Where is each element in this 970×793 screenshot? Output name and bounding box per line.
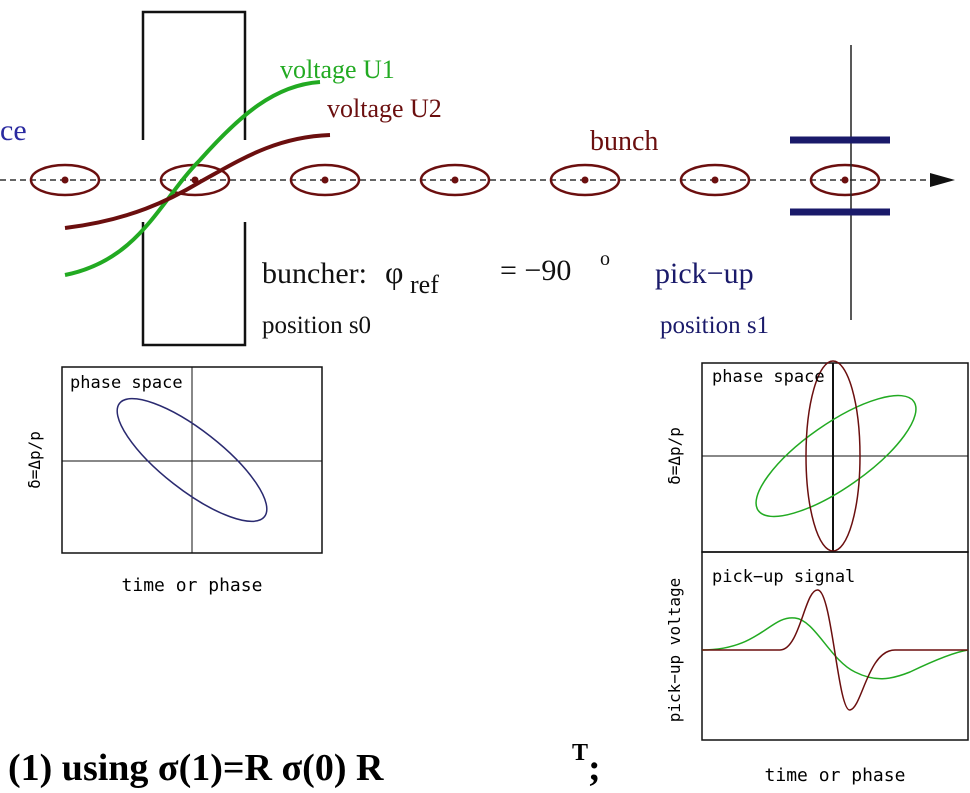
signal-curve (702, 590, 968, 710)
plot-title: phase space (70, 373, 183, 393)
footer-end: ; (588, 747, 601, 789)
y-label: pick−up voltage (665, 578, 684, 723)
y-label: δ=Δp/p (25, 431, 44, 489)
label: voltage U2 (327, 94, 442, 123)
y-label: δ=Δp/p (665, 427, 684, 485)
bunch-center (582, 177, 589, 184)
diagram: ce voltage U1 voltage U2 bunch buncher: … (0, 0, 970, 793)
bunch-center (322, 177, 329, 184)
label: buncher: (262, 257, 367, 290)
x-label: time or phase (122, 575, 263, 596)
bunch-center (712, 177, 719, 184)
plot-title: phase space (712, 367, 825, 387)
page: ce voltage U1 voltage U2 bunch buncher: … (0, 0, 970, 793)
plot-frame (702, 363, 968, 552)
label: position s0 (262, 312, 371, 339)
x-label: time or phase (765, 765, 906, 786)
plot-title: pick−up signal (712, 567, 855, 587)
bunch-center (842, 177, 849, 184)
label: ref (410, 270, 439, 299)
label: φ (385, 254, 403, 290)
label: position s1 (660, 312, 769, 339)
label: pick−up (655, 257, 754, 290)
signal-curve (702, 618, 968, 679)
bunch-center (62, 177, 69, 184)
buncher-bottom (143, 222, 245, 345)
label: ce (0, 114, 27, 147)
footer-text: (1) using σ(1)=R σ(0) R (8, 747, 384, 789)
footer-sup: T (572, 740, 588, 766)
label: bunch (590, 126, 658, 157)
label: voltage U1 (280, 55, 395, 84)
bunch-center (452, 177, 459, 184)
arrow-head (930, 173, 955, 187)
label: = −90 (500, 254, 571, 287)
buncher-top (143, 12, 245, 140)
label: o (600, 248, 610, 270)
